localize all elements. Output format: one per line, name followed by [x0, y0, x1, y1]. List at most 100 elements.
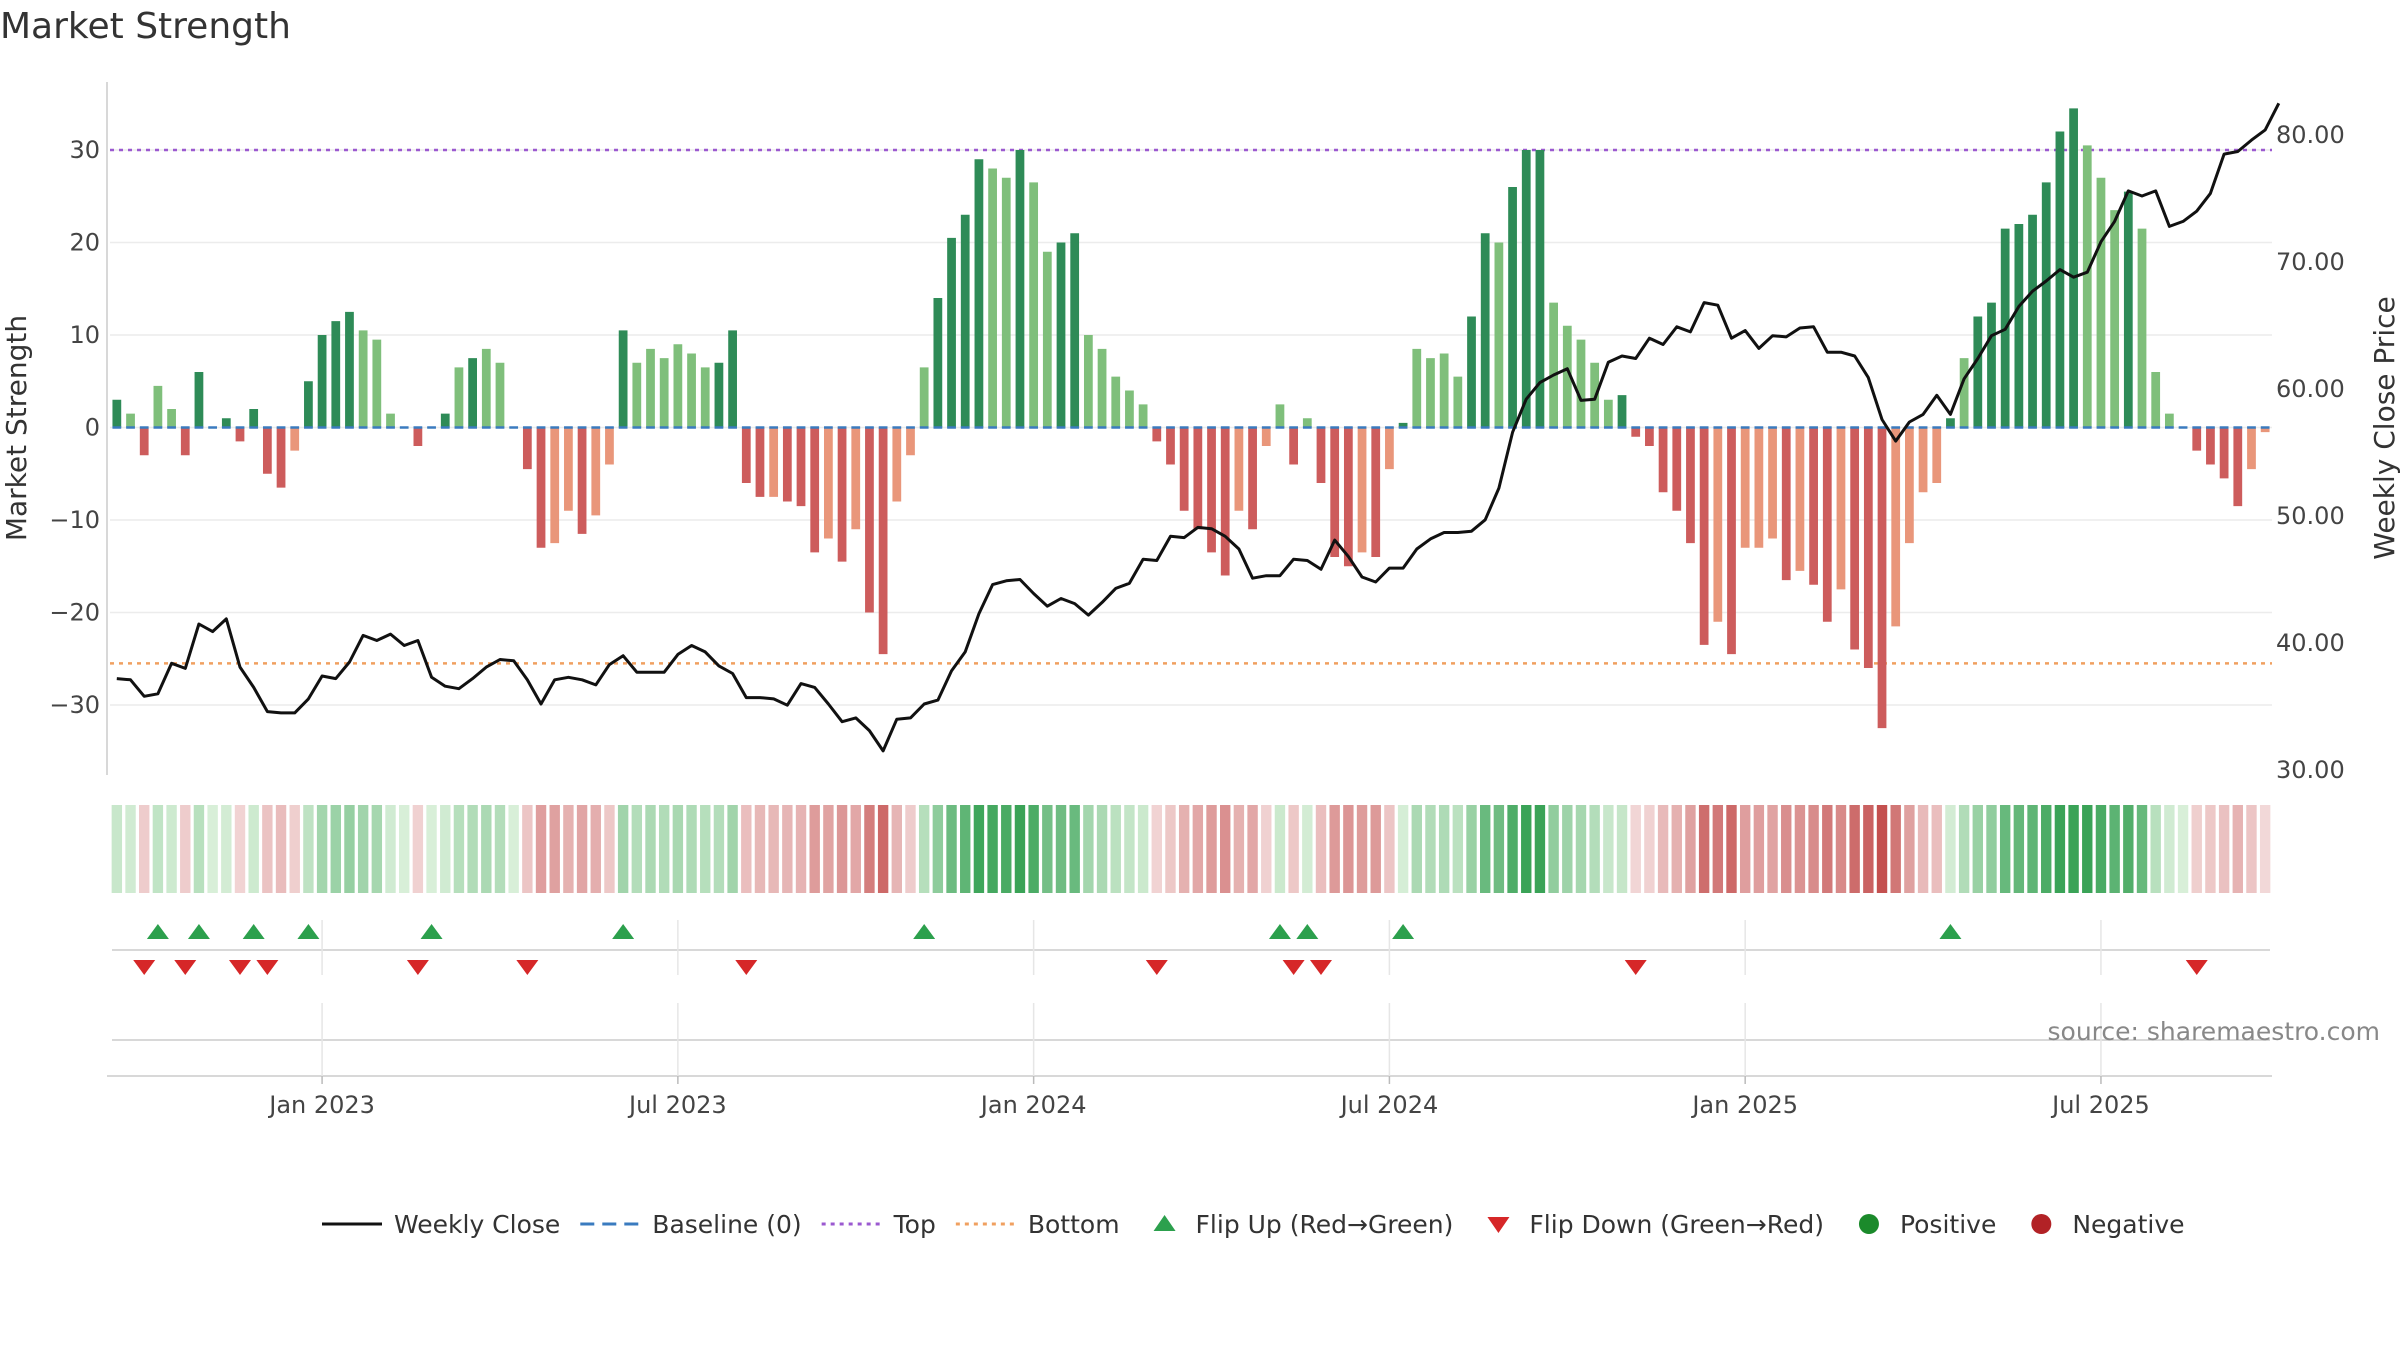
strength-bar: [1193, 427, 1203, 530]
right-tick-label: 40.00: [2276, 629, 2345, 657]
heat-cell: [741, 805, 752, 893]
heat-cell: [2109, 805, 2120, 893]
strength-bar: [495, 362, 505, 428]
heat-cell: [508, 805, 519, 893]
flip-down-marker: [735, 960, 758, 975]
strength-bar: [2014, 224, 2024, 428]
heat-cell: [1397, 805, 1409, 893]
strength-bar: [2151, 372, 2161, 428]
strength-bar: [304, 381, 313, 428]
heat-cell: [1726, 805, 1737, 893]
heat-cell: [2218, 805, 2230, 893]
right-axis-ticks: 80.00 70.00 60.00 50.00 40.00 30.00: [2276, 121, 2345, 784]
strength-bar: [1631, 427, 1641, 437]
strength-bar: [591, 427, 601, 516]
flip-down-marker: [174, 960, 197, 975]
strength-bar: [249, 409, 259, 428]
strength-bar: [1371, 427, 1381, 557]
strength-bar: [167, 409, 176, 428]
strength-bar: [851, 427, 861, 530]
heat-cell: [2164, 805, 2175, 893]
strength-bar: [1357, 427, 1367, 553]
heat-cell: [1425, 805, 1436, 893]
right-axis-label: Weekly Close Price: [2368, 296, 2400, 559]
heat-cell: [1001, 805, 1012, 893]
strength-bar: [646, 348, 655, 428]
heat-cell: [850, 805, 861, 893]
strength-bar: [372, 339, 382, 428]
flip-up-marker: [1392, 924, 1415, 939]
heat-cell: [1781, 805, 1792, 893]
strength-bar: [1453, 376, 1463, 428]
x-axis-ticks: Jan 2023 Jul 2023 Jan 2024 Jul 2024 Jan 2025…: [267, 1076, 2150, 1119]
heat-cell: [836, 805, 848, 893]
strength-bar: [345, 311, 354, 428]
heat-cell: [1739, 805, 1751, 893]
strength-bar: [1398, 422, 1408, 428]
heat-cell: [1958, 805, 1970, 893]
strength-bar: [1125, 390, 1134, 428]
heat-cell: [932, 805, 944, 893]
legend-dot-icon: [2031, 1214, 2052, 1234]
heat-cell: [823, 805, 834, 893]
strength-bar: [1672, 427, 1682, 511]
strength-bar: [947, 237, 956, 428]
strength-bar: [960, 214, 970, 428]
heat-cell: [782, 805, 793, 893]
strength-bar: [1056, 242, 1066, 428]
heat-cell: [166, 805, 177, 893]
left-tick-label: 30: [69, 136, 100, 164]
strength-bar: [1699, 427, 1709, 645]
heat-cell: [1055, 805, 1067, 893]
strength-bar: [2041, 182, 2051, 428]
heat-cell: [1507, 805, 1518, 893]
heat-cell: [1698, 805, 1710, 893]
heat-cell: [2041, 805, 2052, 893]
heat-cell: [1603, 805, 1614, 893]
heat-cell: [700, 805, 711, 893]
strength-bar: [2082, 145, 2092, 428]
heat-cell: [1233, 805, 1245, 893]
flip-up-marker: [1939, 924, 1962, 939]
heat-cell: [1876, 805, 1888, 893]
left-tick-label: −10: [49, 506, 100, 534]
weekly-close-line: [116, 102, 2281, 753]
source-label: source: sharemaestro.com: [2048, 1017, 2381, 1046]
strength-bar: [1713, 427, 1723, 622]
strength-bar: [1467, 316, 1476, 428]
heat-cell: [1945, 805, 1956, 893]
heat-cell: [248, 805, 259, 893]
heat-cell: [2068, 805, 2079, 893]
strength-bar: [564, 427, 573, 511]
flip-markers-panel: [107, 920, 2272, 1077]
heat-cell: [2232, 805, 2243, 893]
strength-bar: [290, 427, 300, 451]
strength-bar: [577, 427, 587, 534]
heat-cell: [1671, 805, 1682, 893]
heat-cell: [2191, 805, 2202, 893]
heat-cell: [2205, 805, 2216, 893]
strength-bar: [988, 168, 997, 428]
heat-cell: [1096, 805, 1108, 893]
legend-label: Flip Down (Green→Red): [1529, 1210, 1824, 1239]
heat-cell: [645, 805, 656, 893]
strength-bar: [331, 321, 341, 428]
strength-bar: [1891, 427, 1901, 627]
heat-cell: [1657, 805, 1669, 893]
strength-bar: [659, 358, 669, 428]
strength-bar: [919, 367, 929, 428]
strength-bar: [1316, 427, 1326, 483]
legend-label: Negative: [2072, 1210, 2184, 1239]
strength-bar: [837, 427, 847, 562]
strength-bar: [1877, 427, 1887, 729]
heat-cell: [1466, 805, 1477, 893]
heat-cell: [426, 805, 437, 893]
x-tick-label: Jul 2025: [2050, 1091, 2150, 1119]
heat-cell: [563, 805, 574, 893]
strength-bar: [673, 344, 683, 428]
strength-bar: [605, 427, 614, 465]
right-tick-label: 80.00: [2276, 121, 2345, 149]
heat-cell: [672, 805, 684, 893]
legend-flip-up-icon: [1153, 1215, 1176, 1231]
strength-bar: [1535, 150, 1545, 428]
